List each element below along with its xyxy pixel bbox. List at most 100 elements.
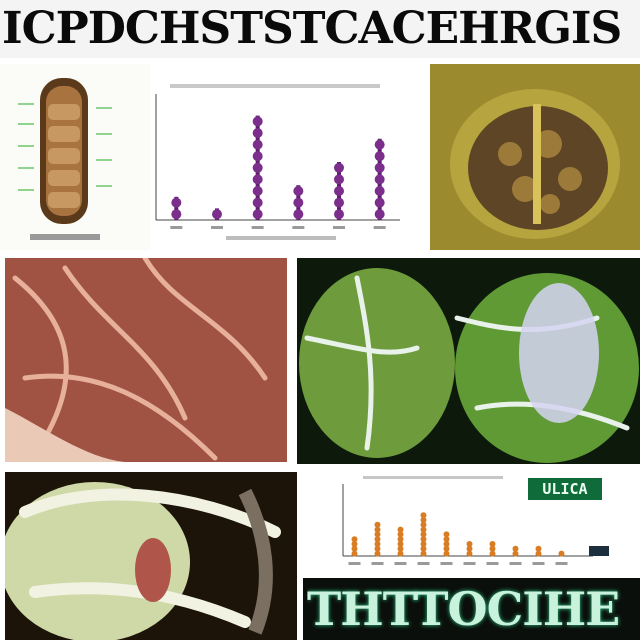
data-point [489,541,496,547]
data-point [374,174,385,185]
x-axis-label-placeholder [226,236,336,240]
chart-title-placeholder [170,84,380,88]
dot-chart-purple [155,84,400,240]
data-point [351,536,358,543]
data-point [535,550,542,557]
data-point [351,545,358,552]
data-point [334,186,344,196]
data-point [397,526,404,533]
data-point [252,116,263,127]
yellow-organism-photo [430,64,640,250]
x-tick-label [417,562,430,565]
dot-chart-purple-panel [150,64,420,250]
data-point [374,162,385,173]
data-point [420,536,427,543]
data-point [334,197,344,208]
data-point [293,197,304,208]
x-tick-label [371,562,384,565]
data-point [252,174,263,185]
x-tick-label [211,226,223,229]
pale-vine-panel [5,472,297,640]
x-tick-label [394,562,407,565]
x-tick-label [348,562,361,565]
data-point [252,139,263,150]
data-point [252,162,263,173]
data-point [212,209,222,220]
pale-vine-photo [5,472,297,640]
x-tick-label [486,562,499,565]
data-point [397,550,404,557]
data-point [252,197,263,208]
data-point [443,531,450,538]
data-point [420,521,427,528]
data-point [420,517,427,523]
data-point [171,209,182,220]
red-tissue-panel [5,258,287,462]
data-point [374,536,381,543]
x-tick-label [532,562,545,565]
segmented-specimen-illustration [18,78,112,240]
data-point [252,186,263,196]
data-point [374,197,385,208]
green-leaf-photo [297,258,640,464]
data-point [334,209,344,220]
data-point [334,162,344,173]
x-tick-label [333,226,345,229]
data-point [374,521,381,528]
data-point [351,550,358,557]
dot-chart-orange [342,476,609,565]
green-leaf-panel [297,258,640,464]
data-point [466,550,473,557]
bottom-strip-title: THTTOCIHE [307,582,620,636]
data-point [512,545,519,552]
data-point [374,541,381,547]
data-point [171,197,182,208]
data-point [420,541,427,547]
data-point [420,531,427,538]
bottom-strip: THTTOCIHE [303,578,640,640]
data-point [558,550,565,557]
data-point [466,541,473,547]
data-point [443,550,450,557]
data-point [397,536,404,543]
data-point [535,545,542,552]
data-point [252,128,263,138]
data-point [374,526,381,533]
x-tick-label [170,226,183,229]
x-tick-label [509,562,522,565]
top-banner: ICPDCHSTSTCACEHRGIS [0,0,640,58]
data-point [374,139,385,150]
data-point [397,531,404,538]
data-point [420,526,427,533]
data-point [374,550,381,557]
data-point [374,209,385,220]
x-tick-label [251,226,264,229]
x-tick-label [292,226,305,229]
data-point [252,151,263,162]
data-point [351,541,358,547]
data-point [443,545,450,552]
legend-swatch [589,546,609,556]
data-point [374,531,381,538]
segmented-specimen-panel [0,64,150,250]
banner-title: ICPDCHSTSTCACEHRGIS [2,4,622,54]
label-badge: ULICA [528,478,602,500]
data-point [420,550,427,557]
data-point [397,545,404,552]
x-tick-label [440,562,453,565]
data-point [293,209,304,220]
label-badge-text: ULICA [542,480,588,498]
data-point [466,545,473,552]
data-point [420,512,427,519]
data-point [443,536,450,543]
data-point [489,550,496,557]
x-tick-label [555,562,568,565]
red-tissue-photo [5,258,287,462]
data-point [489,545,496,552]
data-point [252,209,263,220]
data-point [374,545,381,552]
data-point [512,550,519,557]
x-tick-label [373,226,386,229]
yellow-organism-panel [430,64,640,250]
data-point [397,541,404,547]
